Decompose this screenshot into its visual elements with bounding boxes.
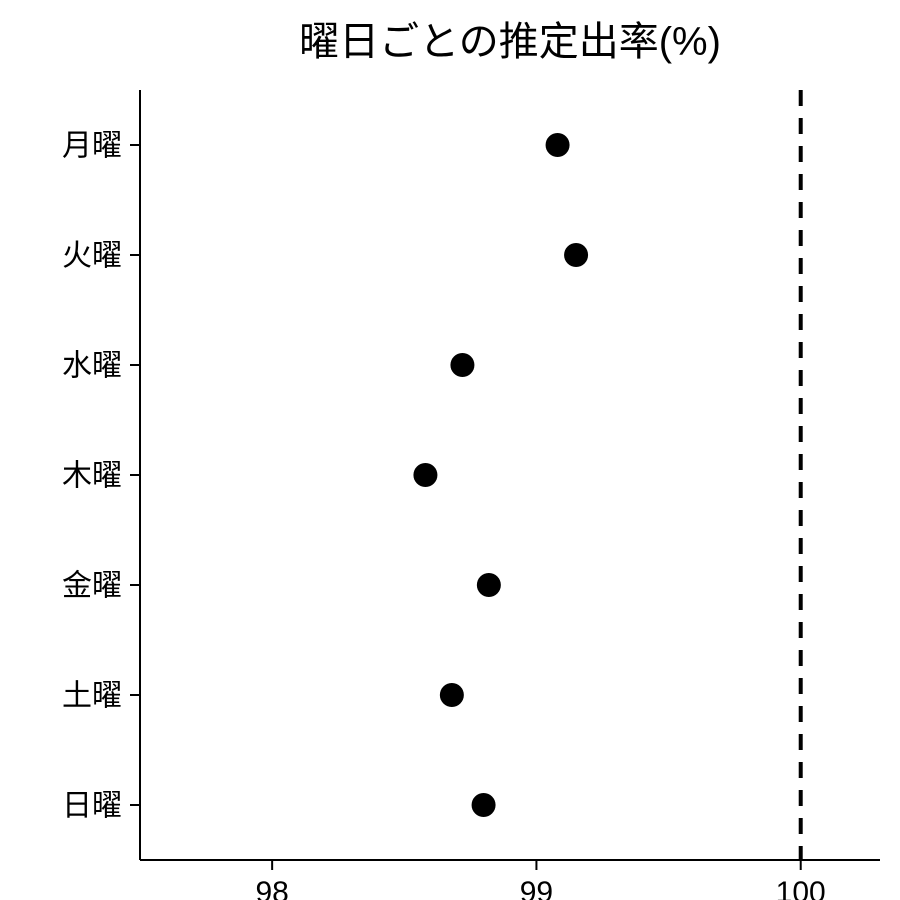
data-point bbox=[450, 353, 474, 377]
y-tick-label: 日曜 bbox=[62, 790, 122, 823]
data-point bbox=[477, 573, 501, 597]
y-tick-label: 金曜 bbox=[62, 570, 122, 603]
data-point bbox=[413, 463, 437, 487]
y-tick-label: 土曜 bbox=[62, 680, 122, 713]
y-tick-label: 水曜 bbox=[62, 350, 122, 383]
data-point bbox=[564, 243, 588, 267]
data-point bbox=[440, 683, 464, 707]
x-tick-label: 98 bbox=[255, 876, 288, 900]
y-tick-label: 月曜 bbox=[62, 130, 122, 163]
dot-chart: 曜日ごとの推定出率(%) 98 99 100 月曜火曜水曜木曜金曜土曜日曜 bbox=[0, 0, 900, 900]
data-point bbox=[546, 133, 570, 157]
chart-title: 曜日ごとの推定出率(%) bbox=[299, 20, 721, 64]
x-tick-label: 99 bbox=[520, 876, 553, 900]
y-tick-label: 火曜 bbox=[62, 240, 122, 273]
y-tick-label: 木曜 bbox=[62, 460, 122, 493]
data-point bbox=[472, 793, 496, 817]
x-tick-label: 100 bbox=[776, 876, 826, 900]
